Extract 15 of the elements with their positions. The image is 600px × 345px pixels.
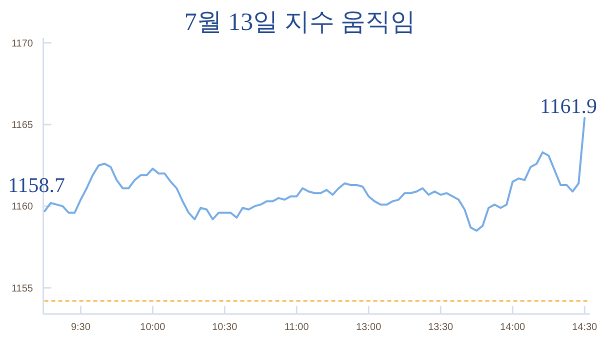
x-tick-label: 9:30 xyxy=(70,322,91,333)
annotation: 1161.9 xyxy=(540,94,597,118)
y-tick-label: 1155 xyxy=(11,283,34,294)
x-tick-label: 14:00 xyxy=(500,322,526,333)
chart-title: 7월 13일 지수 움직임 xyxy=(184,9,416,36)
x-tick-label: 11:00 xyxy=(284,322,310,333)
y-tick-label: 1170 xyxy=(11,38,34,50)
y-tick-label: 1160 xyxy=(11,202,34,213)
x-tick-label: 13:00 xyxy=(356,322,382,333)
annotation: 1158.7 xyxy=(8,173,65,197)
x-tick-label: 13:30 xyxy=(428,322,454,333)
y-tick-label: 1165 xyxy=(11,120,34,132)
x-tick-label: 10:30 xyxy=(212,322,238,333)
x-tick-label: 14:30 xyxy=(572,322,598,333)
x-tick-label: 10:00 xyxy=(140,322,166,333)
